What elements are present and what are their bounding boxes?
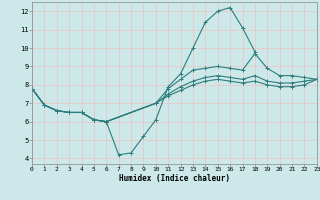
X-axis label: Humidex (Indice chaleur): Humidex (Indice chaleur) (119, 174, 230, 183)
